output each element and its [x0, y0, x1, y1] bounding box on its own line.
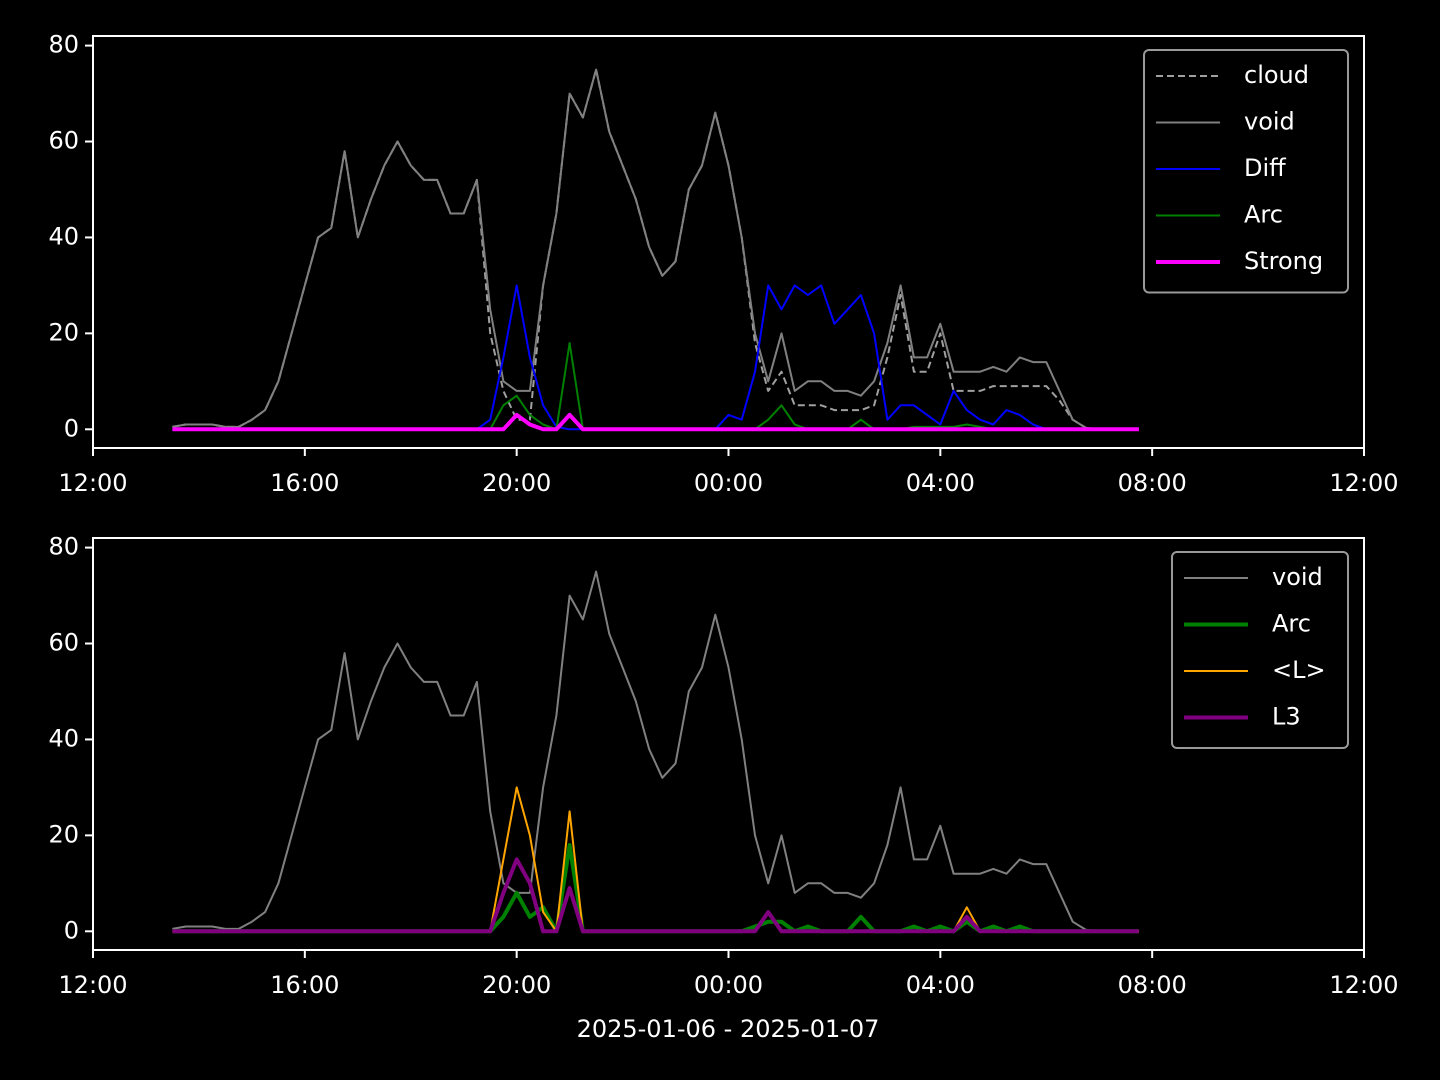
plot-frame [92, 35, 1365, 449]
x-tick-label: 16:00 [270, 971, 339, 999]
legend-box [1143, 49, 1349, 294]
legend-label: <L> [1272, 656, 1326, 684]
x-axis-label: 2025-01-06 - 2025-01-07 [577, 1015, 880, 1043]
x-tick-label: 16:00 [270, 469, 339, 497]
legend-label: Strong [1244, 247, 1323, 275]
x-tick-label: 12:00 [1329, 971, 1398, 999]
y-tick-label: 40 [48, 724, 79, 752]
series-line [172, 857, 1139, 934]
y-tick-label: 40 [48, 222, 79, 250]
legend-box [1171, 551, 1349, 749]
series-line [172, 68, 1139, 431]
y-tick-label: 60 [48, 629, 79, 657]
y-tick-label: 80 [48, 31, 79, 59]
legend-label: void [1272, 563, 1323, 591]
legend: void Arc <L> L3 [1171, 551, 1349, 749]
x-tick-label: 04:00 [906, 971, 975, 999]
y-tick-label: 20 [48, 820, 79, 848]
y-tick-label: 80 [48, 533, 79, 561]
y-tick-label: 0 [64, 414, 79, 442]
x-tick-label: 08:00 [1118, 971, 1187, 999]
x-tick-label: 12:00 [58, 971, 127, 999]
x-tick-label: 08:00 [1118, 469, 1187, 497]
legend-label: Arc [1244, 201, 1283, 229]
x-tick-label: 12:00 [58, 469, 127, 497]
legend-label: void [1244, 108, 1295, 136]
x-tick-label: 12:00 [1329, 469, 1398, 497]
legend: cloud void Diff Arc Strong [1143, 49, 1349, 294]
legend-label: Diff [1244, 154, 1286, 182]
y-tick-label: 60 [48, 127, 79, 155]
x-tick-label: 00:00 [694, 971, 763, 999]
x-tick-label: 20:00 [482, 971, 551, 999]
x-tick-label: 20:00 [482, 469, 551, 497]
x-tick-label: 00:00 [694, 469, 763, 497]
legend-label: cloud [1244, 61, 1309, 89]
series-line [172, 412, 1139, 432]
plot-frame [92, 537, 1365, 951]
legend-label: Arc [1272, 610, 1311, 638]
y-tick-label: 0 [64, 916, 79, 944]
legend-label: L3 [1272, 703, 1301, 731]
y-tick-label: 20 [48, 318, 79, 346]
series-line [172, 570, 1139, 933]
x-tick-label: 04:00 [906, 469, 975, 497]
